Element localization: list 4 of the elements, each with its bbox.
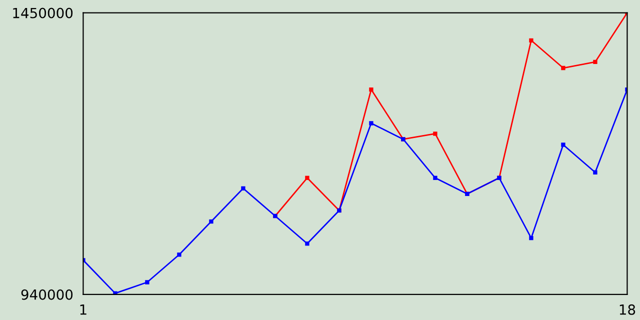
y-tick-label: 940000: [21, 289, 73, 300]
x-tick-label: 1: [80, 304, 86, 315]
y-tick-label: 1450000: [13, 8, 73, 18]
x-tick-label: 18: [620, 304, 636, 315]
